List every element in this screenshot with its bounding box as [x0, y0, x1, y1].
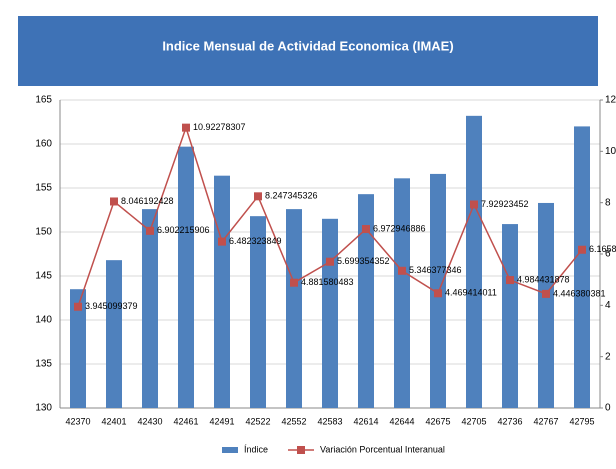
x-tick-label: 42430 — [137, 416, 162, 426]
x-tick-label: 42583 — [317, 416, 342, 426]
y-tick-label: 165 — [35, 95, 52, 106]
bar — [286, 209, 302, 408]
bar — [178, 146, 194, 408]
line-marker — [146, 226, 154, 235]
line-marker — [434, 289, 442, 298]
header-band — [18, 16, 598, 86]
bar — [214, 175, 230, 408]
data-label: 4.881580483 — [301, 277, 354, 287]
y-tick-label: 135 — [35, 359, 52, 370]
x-tick-label: 42461 — [173, 416, 198, 426]
x-tick-label: 42644 — [389, 416, 414, 426]
y-tick-label: 155 — [35, 183, 52, 194]
y-tick-label: 140 — [35, 315, 52, 326]
x-tick-label: 42736 — [497, 416, 522, 426]
line-marker — [74, 302, 82, 311]
data-label: 4.984431878 — [517, 274, 570, 284]
line-marker — [578, 245, 586, 254]
bar — [538, 202, 554, 408]
data-label: 4.446380381 — [553, 288, 606, 298]
y2-tick-label: 12 — [605, 95, 616, 106]
data-label: 5.346377346 — [409, 265, 462, 275]
line-marker — [506, 276, 514, 285]
y2-tick-label: 6 — [605, 249, 611, 260]
line-marker — [290, 278, 298, 287]
y2-tick-label: 8 — [605, 197, 611, 208]
data-label: 7.92923452 — [481, 199, 529, 209]
line-marker — [254, 192, 262, 201]
line-marker — [182, 123, 190, 132]
line-marker — [470, 200, 478, 209]
legend-swatch — [297, 446, 305, 454]
y2-tick-label: 2 — [605, 351, 611, 362]
legend-label: Índice — [244, 444, 268, 454]
bar — [106, 260, 122, 408]
x-tick-label: 42401 — [101, 416, 126, 426]
x-tick-label: 42767 — [533, 416, 558, 426]
x-tick-label: 42491 — [209, 416, 234, 426]
bar — [466, 115, 482, 408]
x-tick-label: 42705 — [461, 416, 486, 426]
y-tick-label: 150 — [35, 227, 52, 238]
legend-label: Variación Porcentual Interanual — [320, 444, 445, 454]
x-tick-label: 42370 — [65, 416, 90, 426]
line-marker — [362, 225, 370, 234]
line-marker — [218, 237, 226, 246]
data-label: 6.482323849 — [229, 236, 282, 246]
bar — [250, 216, 266, 408]
data-label: 8.046192428 — [121, 196, 174, 206]
data-label: 4.469414011 — [445, 288, 497, 298]
bar — [322, 218, 338, 408]
data-label: 6.16583794 — [589, 244, 616, 254]
line-marker — [542, 289, 550, 298]
x-tick-label: 42552 — [281, 416, 306, 426]
x-tick-label: 42614 — [353, 416, 378, 426]
bar — [574, 126, 590, 409]
y-tick-label: 145 — [35, 271, 52, 282]
bar — [502, 224, 518, 408]
data-label: 8.247345326 — [265, 191, 318, 201]
y2-tick-label: 4 — [605, 300, 611, 311]
line-marker — [110, 197, 118, 206]
y-tick-label: 130 — [35, 403, 52, 414]
x-tick-label: 42795 — [569, 416, 594, 426]
data-label: 3.945099379 — [85, 301, 138, 311]
x-tick-label: 42675 — [425, 416, 450, 426]
data-label: 10.92278307 — [193, 122, 246, 132]
line-marker — [326, 257, 334, 266]
chart-title: Indice Mensual de Actividad Economica (I… — [162, 38, 453, 53]
data-label: 5.699354352 — [337, 256, 390, 266]
y2-tick-label: 0 — [605, 403, 611, 414]
bar — [358, 194, 374, 408]
bar — [70, 289, 86, 408]
line-marker — [398, 266, 406, 275]
x-tick-label: 42522 — [245, 416, 270, 426]
bar — [142, 209, 158, 408]
data-label: 6.902215906 — [157, 225, 210, 235]
legend-swatch — [222, 447, 238, 453]
y-tick-label: 160 — [35, 139, 52, 150]
y2-tick-label: 10 — [605, 146, 616, 157]
data-label: 6.972946886 — [373, 223, 426, 233]
bar — [394, 178, 410, 408]
